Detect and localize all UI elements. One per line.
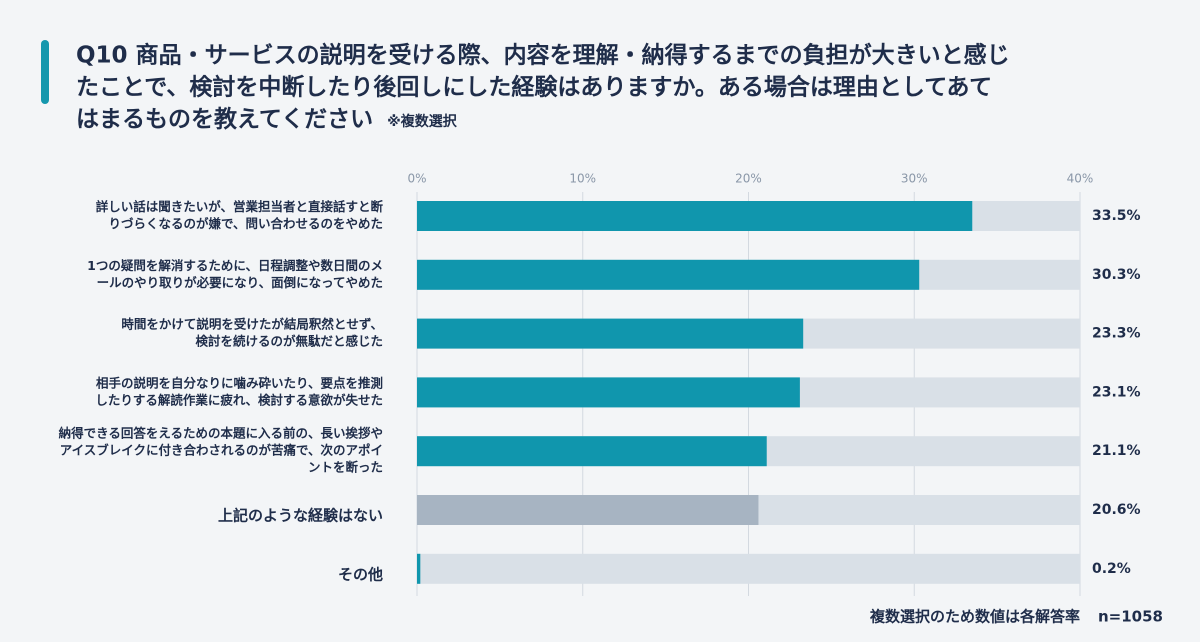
category-label: その他	[338, 565, 383, 583]
subtitle: ※複数選択	[387, 113, 458, 130]
value-label: 20.6%	[1092, 502, 1141, 518]
category-label: 上記のような経験はない	[218, 507, 383, 525]
category-label: 検討を続けるのが無駄だと感じた	[195, 334, 383, 349]
value-label: 0.2%	[1092, 561, 1131, 577]
x-tick-label: 0%	[407, 172, 426, 186]
sample-size: n=1058	[1098, 608, 1163, 626]
bar	[417, 436, 767, 467]
bar	[417, 495, 759, 525]
value-label: 30.3%	[1092, 267, 1141, 283]
category-label: ールのやり取りが必要になり、面倒になってやめた	[97, 275, 383, 290]
chart-title: はまるものを教えてください	[76, 106, 373, 133]
value-label: 33.5%	[1092, 208, 1141, 224]
x-tick-label: 30%	[901, 172, 928, 186]
bar-track	[417, 553, 1080, 584]
category-label: 詳しい話は聞きたいが、営業担当者と直接話すと断	[96, 199, 384, 214]
bar	[417, 259, 920, 290]
category-label: したりする解読作業に疲れ、検討する意欲が失せた	[95, 392, 383, 407]
bar	[417, 553, 421, 584]
bar	[417, 201, 973, 231]
category-label: アイスブレイクに付き合わされるのが苦痛で、次のアポイ	[60, 443, 383, 458]
category-label: りづらくなるのが嫌で、問い合わせるのをやめた	[108, 216, 383, 231]
value-label: 23.1%	[1092, 384, 1141, 400]
category-label: 相手の説明を自分なりに噛み砕いたり、要点を推測	[96, 375, 383, 390]
value-label: 23.3%	[1092, 326, 1141, 342]
x-tick-label: 20%	[735, 172, 762, 186]
category-label: ントを断った	[308, 460, 383, 475]
chart-title: たことで、検討を中断したり後回しにした経験はありますか。ある場合は理由としてあて	[76, 74, 992, 101]
category-label: 時間をかけて説明を受けたが結局釈然とせず、	[121, 317, 383, 332]
bar	[417, 318, 804, 349]
category-label: 1つの疑問を解消するために、日程調整や数日間のメ	[87, 258, 383, 273]
chart-title: Q10 商品・サービスの説明を受ける際、内容を理解・納得するまでの負担が大きいと…	[76, 42, 1010, 69]
x-tick-label: 10%	[569, 172, 596, 186]
bar	[417, 377, 800, 408]
value-label: 21.1%	[1092, 443, 1141, 459]
category-label: 納得できる回答をえるための本題に入る前の、長い挨拶や	[59, 426, 383, 441]
footnote: 複数選択のため数値は各解答率	[869, 608, 1080, 626]
x-tick-label: 40%	[1067, 172, 1094, 186]
accent-bar	[41, 40, 49, 104]
